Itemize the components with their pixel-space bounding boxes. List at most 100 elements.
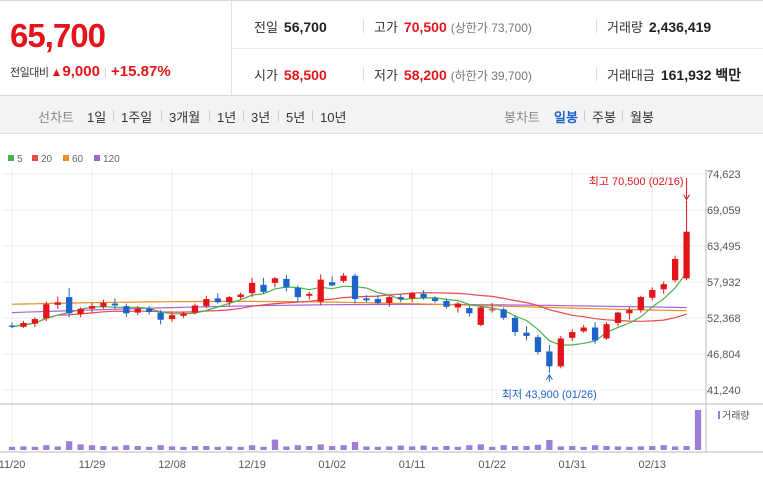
candle-body: [466, 308, 473, 314]
volume-bar: [420, 445, 427, 450]
moving-average-lines: [11, 272, 688, 346]
candle-body: [637, 297, 644, 311]
volume-bar: [111, 446, 119, 450]
volume-bar: [580, 446, 587, 450]
candle-body: [123, 306, 130, 314]
tab-3years[interactable]: 3년: [251, 110, 271, 125]
candle-body: [523, 332, 530, 336]
tab-1week[interactable]: 1주일: [121, 110, 153, 125]
candle-body: [580, 327, 587, 332]
candle-body: [260, 284, 267, 292]
change-divider: |: [103, 65, 108, 79]
y-tick-label: 57,932: [707, 277, 741, 289]
open-price: 시가 58,500: [254, 67, 327, 83]
candles: [8, 200, 690, 373]
candle-body: [66, 297, 73, 314]
x-tick-label: 01/02: [318, 459, 346, 471]
volume-legend-label: 거래량: [722, 410, 750, 422]
candle-body: [54, 302, 61, 305]
legend-label-60: 60: [72, 154, 84, 165]
tab-1year[interactable]: 1년: [217, 110, 237, 125]
tab-3months[interactable]: 3개월: [169, 110, 201, 125]
candle-body: [294, 288, 301, 298]
volume-bar: [100, 446, 107, 450]
candle-body: [88, 306, 96, 309]
candle-body: [237, 294, 244, 298]
volume-bar: [489, 446, 496, 450]
candle-body: [671, 258, 679, 281]
volume-bar: [683, 446, 690, 450]
x-tick-label: 11/20: [0, 459, 25, 471]
chart-grid: [4, 169, 706, 452]
x-tick-label: 02/13: [639, 459, 667, 471]
candle-body: [683, 231, 690, 279]
volume-bar: [546, 440, 553, 450]
candle-body: [146, 308, 153, 312]
candle-body: [111, 303, 119, 306]
candle-body: [214, 298, 221, 303]
volume-bar: [443, 446, 450, 450]
candle-chart-label: 봉차트: [504, 110, 540, 125]
volume-bar: [363, 446, 370, 450]
current-price: 65,700: [10, 17, 106, 54]
candle-body: [77, 308, 84, 314]
volume-bar: [409, 446, 416, 450]
candle-body: [363, 298, 370, 301]
volume-bar: [614, 446, 622, 450]
volume: 거래량 2,436,419: [607, 19, 712, 35]
day-high: 고가 70,500 (상한가 73,700): [374, 19, 532, 35]
tab-1day[interactable]: 1일: [87, 110, 107, 125]
candle-body: [20, 322, 27, 327]
volume-bar: [283, 446, 290, 450]
tab-monthly[interactable]: 월봉: [630, 110, 654, 125]
divider: [363, 67, 364, 81]
volume-bar: [500, 445, 507, 450]
tab-daily[interactable]: 일봉: [554, 110, 578, 125]
volume-legend-swatch: [718, 411, 720, 419]
legend-swatch-20: [32, 155, 38, 161]
candle-body: [649, 289, 656, 298]
x-tick-label: 01/22: [478, 459, 506, 471]
tab-10years[interactable]: 10년: [320, 110, 347, 125]
volume-bar: [431, 446, 439, 450]
candle-body: [340, 275, 347, 281]
volume-bar: [237, 446, 244, 450]
legend-label-20: 20: [41, 154, 53, 165]
candle-body: [226, 297, 233, 303]
y-tick-label: 74,623: [707, 169, 741, 181]
volume-bar: [294, 445, 301, 450]
volume-bar: [649, 446, 656, 450]
volume-bar: [134, 446, 141, 450]
candle-body: [569, 332, 576, 338]
quote-panel: 65,700 전일대비 ▲9,000 | +15.87% 전일 56,700 고가 70,…: [0, 0, 763, 96]
volume-bar: [557, 446, 564, 450]
candlestick-chart: 5 20 60 120 최고 70,500 (02/16) 최저 43,900 (01/…: [0, 154, 763, 471]
candle-body: [431, 298, 439, 301]
candle-body: [168, 315, 176, 320]
volume-bar: [569, 446, 576, 450]
divider: [363, 19, 364, 33]
volume-bar: [43, 445, 50, 450]
candle-body: [31, 319, 39, 324]
volume-bar: [351, 442, 359, 450]
volume-bar: [8, 446, 16, 450]
candle-body: [500, 309, 507, 318]
axes: 74,623 69,059 63,495 57,932 52,368 46,804 41,2…: [0, 169, 763, 471]
y-tick-label: 63,495: [707, 241, 741, 253]
candle-body: [203, 299, 210, 307]
tab-5years[interactable]: 5년: [286, 110, 306, 125]
tab-weekly[interactable]: 주봉: [592, 110, 616, 125]
chart-legend: 5 20 60 120: [8, 154, 120, 165]
high-arrow-icon: [683, 194, 690, 201]
volume-bar: [146, 446, 153, 450]
volume-bar: [534, 444, 542, 450]
candle-body: [283, 278, 290, 288]
annotations: 최고 70,500 (02/16) 최저 43,900 (01/26): [502, 175, 690, 401]
candle-body: [374, 299, 382, 303]
volume-bar: [397, 445, 404, 450]
volume-bar: [386, 446, 393, 450]
volume-bar: [271, 439, 279, 450]
volume-bar: [340, 445, 347, 450]
divider: [596, 67, 597, 81]
volume-bar: [374, 446, 382, 450]
